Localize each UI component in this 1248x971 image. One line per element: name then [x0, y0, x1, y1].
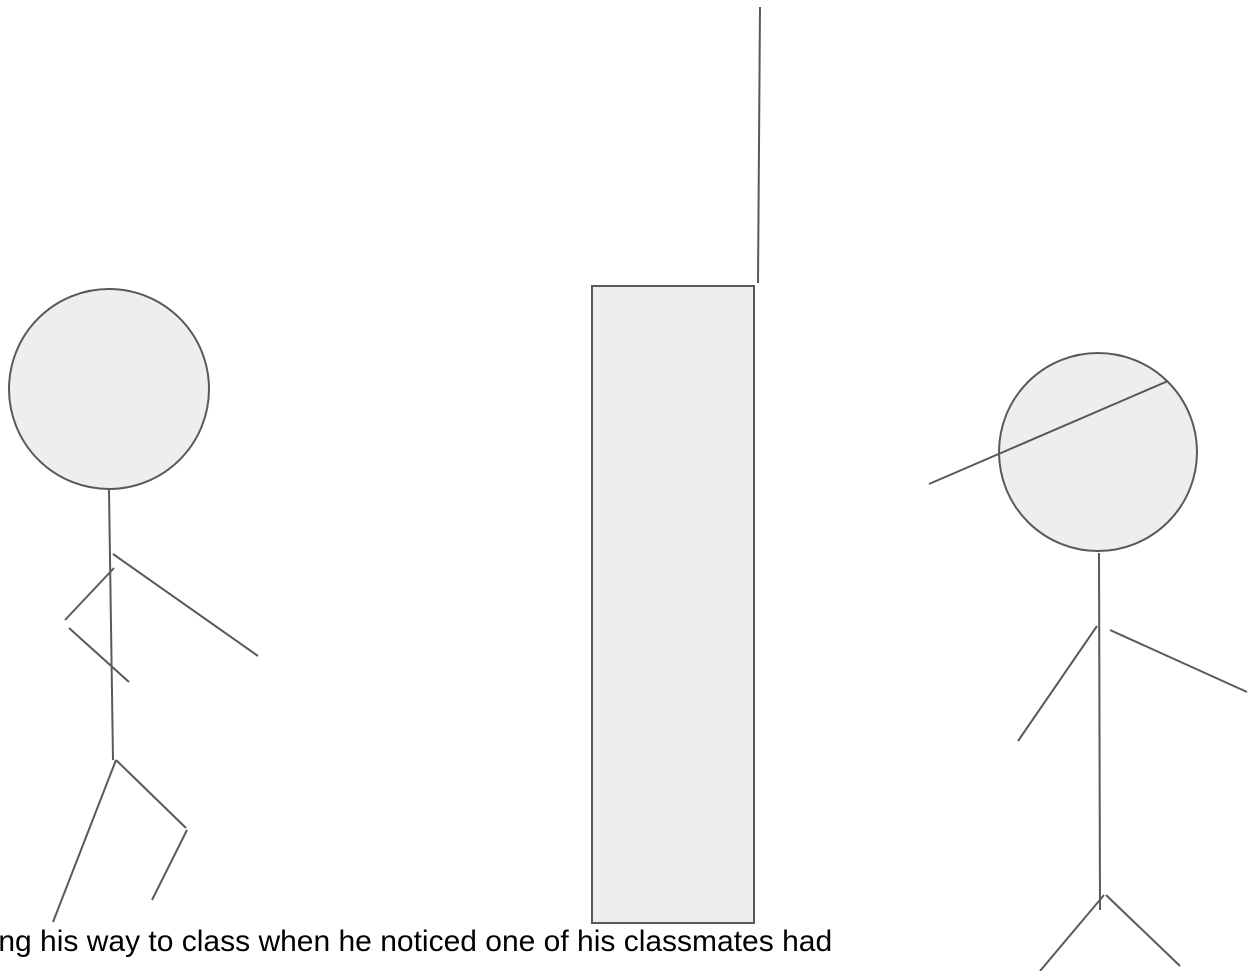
story-caption-text: lking his way to class when he noticed o… [0, 925, 833, 958]
tall-rectangle [591, 285, 755, 924]
right-stick-figure [928, 352, 1248, 971]
left-figure-left-upper-arm [64, 567, 115, 621]
right-figure-right-leg [1105, 894, 1181, 967]
left-figure-left-forearm [68, 627, 130, 683]
left-figure-right-shin [151, 829, 188, 901]
right-figure-head [998, 352, 1198, 552]
right-figure-left-leg [1039, 894, 1105, 971]
left-figure-head [8, 288, 210, 490]
diagonal-line-across-head [928, 380, 1169, 485]
left-figure-right-thigh [115, 759, 187, 829]
left-figure-torso [108, 489, 114, 761]
right-figure-left-arm [1017, 625, 1098, 742]
vertical-line-above-rectangle [757, 6, 761, 284]
left-stick-figure [8, 288, 259, 923]
left-figure-right-arm [112, 553, 259, 657]
door-pillar [591, 6, 761, 924]
right-figure-torso [1098, 552, 1101, 911]
right-figure-right-arm [1109, 629, 1248, 693]
left-figure-left-leg [52, 759, 117, 923]
